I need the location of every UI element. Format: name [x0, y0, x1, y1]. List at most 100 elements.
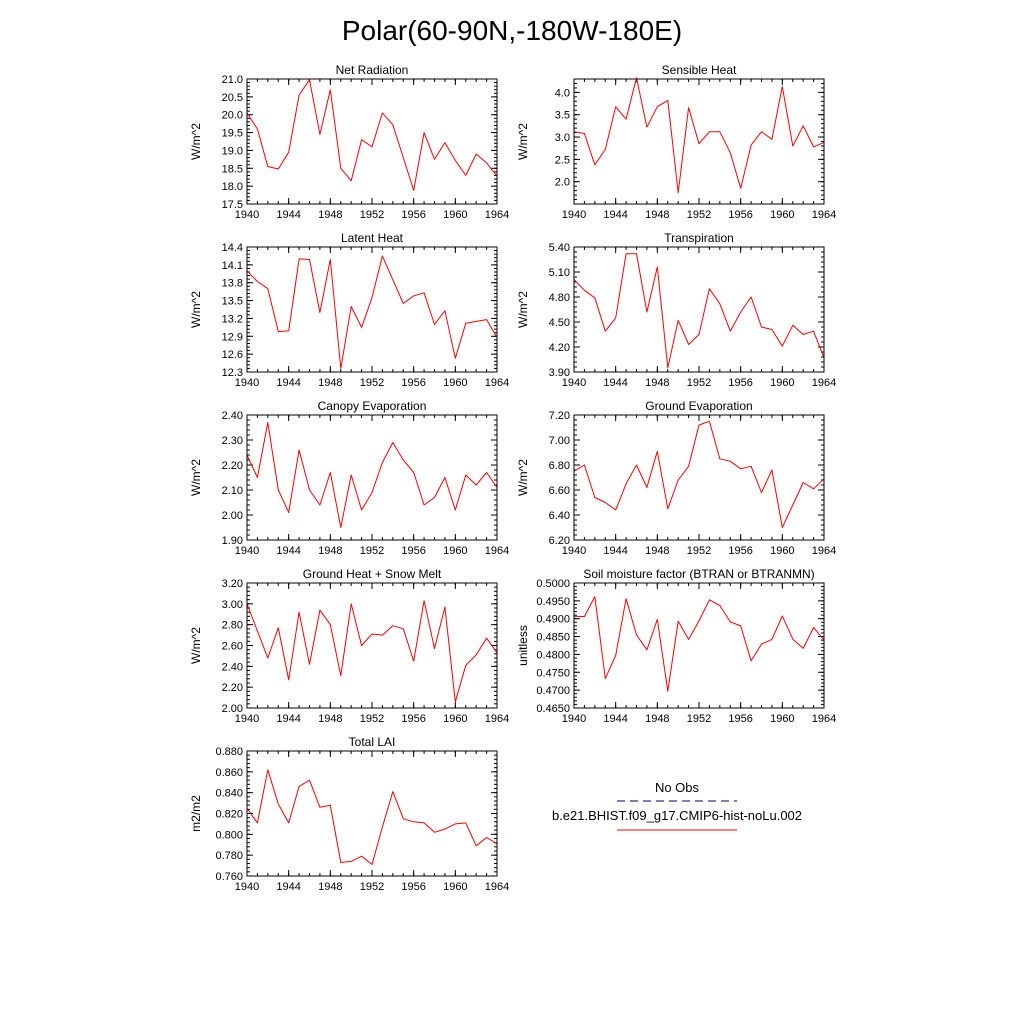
series-line-1	[573, 596, 825, 692]
y-tick-label: 0.800	[215, 829, 243, 841]
y-tick-label: 13.8	[222, 278, 243, 290]
y-tick-label: 2.40	[222, 410, 243, 422]
x-tick-label: 1956	[401, 377, 425, 389]
x-tick-label: 1964	[812, 209, 836, 221]
plot-frame	[573, 78, 825, 205]
y-tick-label: 2.30	[222, 435, 243, 447]
y-tick-label: 1.90	[222, 535, 243, 547]
y-tick-label: 6.40	[549, 510, 570, 522]
series-line-1	[246, 255, 498, 369]
panel-title: Transpiration	[664, 231, 734, 245]
series-line-1	[573, 77, 825, 194]
y-tick-label: 2.5	[555, 154, 570, 166]
y-tick-label: 12.9	[222, 331, 243, 343]
y-tick-label: 6.20	[549, 535, 570, 547]
x-tick-label: 1964	[485, 713, 509, 725]
y-tick-label: 2.80	[222, 620, 243, 632]
series-line-1	[573, 420, 825, 528]
x-tick-label: 1940	[235, 881, 259, 893]
x-tick-label: 1940	[235, 209, 259, 221]
x-tick-label: 1964	[485, 545, 509, 557]
x-tick-label: 1956	[401, 545, 425, 557]
x-tick-label: 1956	[401, 713, 425, 725]
y-tick-label: 0.4800	[536, 649, 570, 661]
y-tick-label: 13.5	[222, 296, 243, 308]
x-tick-label: 1948	[645, 713, 669, 725]
x-tick-label: 1960	[770, 713, 794, 725]
x-tick-label: 1960	[443, 209, 467, 221]
y-tick-label: 0.4700	[536, 685, 570, 697]
x-tick-label: 1956	[728, 545, 752, 557]
x-tick-label: 1956	[401, 881, 425, 893]
y-tick-label: 3.20	[222, 578, 243, 590]
plot-frame	[246, 750, 498, 877]
x-tick-label: 1952	[687, 209, 711, 221]
plot-frame	[573, 414, 825, 541]
y-axis-label: W/m^2	[189, 291, 203, 328]
x-tick-label: 1960	[443, 713, 467, 725]
x-tick-label: 1964	[485, 881, 509, 893]
x-tick-label: 1960	[443, 377, 467, 389]
y-tick-label: 18.5	[222, 163, 243, 175]
chart-panel-3: Latent Heat 1940 1944 1948 1952 1956 1960 1964 1…	[189, 231, 509, 389]
x-tick-label: 1944	[603, 209, 627, 221]
x-tick-label: 1956	[728, 209, 752, 221]
series-line-1	[246, 422, 498, 528]
panel-title: Net Radiation	[336, 63, 409, 77]
y-tick-label: 19.0	[222, 145, 243, 157]
x-tick-label: 1944	[276, 545, 300, 557]
y-tick-label: 4.0	[555, 87, 570, 99]
x-tick-label: 1948	[318, 545, 342, 557]
plot-frame	[573, 582, 825, 709]
y-tick-label: 0.4750	[536, 667, 570, 679]
y-tick-label: 0.820	[215, 809, 243, 821]
y-tick-label: 20.0	[222, 110, 243, 122]
x-tick-label: 1964	[812, 377, 836, 389]
x-tick-label: 1940	[235, 545, 259, 557]
x-tick-label: 1944	[603, 713, 627, 725]
x-tick-label: 1940	[235, 377, 259, 389]
y-tick-label: 0.5000	[536, 578, 570, 590]
x-tick-label: 1948	[318, 881, 342, 893]
x-tick-label: 1948	[645, 545, 669, 557]
x-tick-label: 1948	[645, 377, 669, 389]
panel-title: Soil moisture factor (BTRAN or BTRANMN)	[583, 567, 814, 581]
x-tick-label: 1948	[318, 713, 342, 725]
y-tick-label: 18.0	[222, 181, 243, 193]
y-axis-label: unitless	[516, 625, 530, 666]
x-tick-label: 1944	[276, 713, 300, 725]
y-tick-label: 7.20	[549, 410, 570, 422]
panel-title: Total LAI	[349, 735, 396, 749]
y-tick-label: 14.4	[222, 242, 243, 254]
x-tick-label: 1960	[770, 545, 794, 557]
x-tick-label: 1948	[645, 209, 669, 221]
x-tick-label: 1964	[485, 209, 509, 221]
y-tick-label: 2.10	[222, 485, 243, 497]
x-tick-label: 1952	[360, 881, 384, 893]
chart-panel-5: Canopy Evaporation 1940 1944 1948 1952 1956 19…	[189, 399, 509, 557]
y-tick-label: 6.80	[549, 460, 570, 472]
y-tick-label: 17.5	[222, 199, 243, 211]
y-tick-label: 3.90	[549, 367, 570, 379]
y-tick-label: 2.40	[222, 661, 243, 673]
y-tick-label: 0.760	[215, 871, 243, 883]
y-tick-label: 12.3	[222, 367, 243, 379]
y-tick-label: 21.0	[222, 74, 243, 86]
y-tick-label: 19.5	[222, 128, 243, 140]
x-tick-label: 1960	[770, 377, 794, 389]
x-tick-label: 1944	[603, 545, 627, 557]
y-tick-label: 3.5	[555, 110, 570, 122]
legend-model-label: b.e21.BHIST.f09_g17.CMIP6-hist-noLu.002	[552, 808, 802, 823]
y-tick-label: 0.840	[215, 788, 243, 800]
x-tick-label: 1960	[443, 545, 467, 557]
y-axis-label: W/m^2	[189, 459, 203, 496]
x-tick-label: 1952	[360, 209, 384, 221]
x-tick-label: 1940	[562, 545, 586, 557]
panel-title: Sensible Heat	[662, 63, 737, 77]
y-tick-label: 12.6	[222, 349, 243, 361]
x-tick-label: 1948	[318, 209, 342, 221]
y-tick-label: 4.80	[549, 292, 570, 304]
panel-title: Latent Heat	[341, 231, 404, 245]
panel-grid: Net Radiation 1940 1944 1948 1952 1956 1960 196…	[189, 63, 836, 893]
panel-title: Canopy Evaporation	[318, 399, 427, 413]
